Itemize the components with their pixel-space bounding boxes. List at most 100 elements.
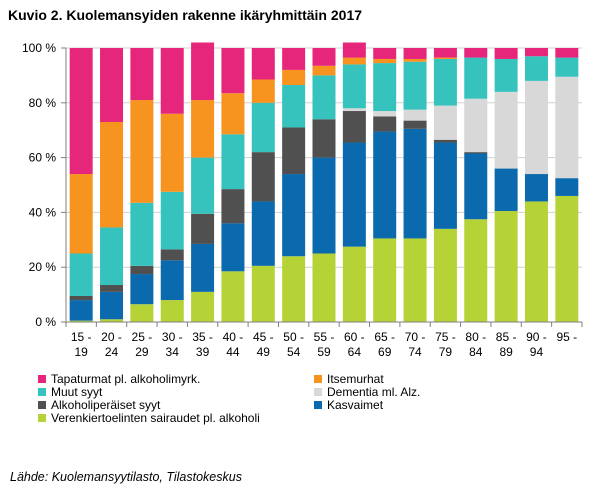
bar-segment-dementia-ml-alz <box>524 80 548 175</box>
bar-segment-tapaturmat-pl-alkoholimyrk <box>191 42 215 101</box>
x-tick-label: 50 -54 <box>283 330 304 359</box>
legend-label: Alkoholiperäiset syyt <box>51 398 161 412</box>
bar-segment-itsemurhat <box>433 57 457 59</box>
legend-label: Muut syyt <box>51 385 103 399</box>
bar-segment-alkoholiperäiset-syyt <box>342 111 366 143</box>
y-tick-label: 20 % <box>29 260 57 274</box>
x-tick-label: 20 -24 <box>101 330 122 359</box>
bar-segment-verenkiertoelinten-sairaudet-pl-alkoholi <box>373 238 397 322</box>
x-tick-label: 95 - <box>556 330 577 344</box>
bar-segment-alkoholiperäiset-syyt <box>433 139 457 143</box>
bar-segment-muut-syyt <box>403 61 427 110</box>
bar-segment-kasvaimet <box>69 300 93 321</box>
legend-swatch-muut-syyt <box>38 388 46 396</box>
bar-segment-verenkiertoelinten-sairaudet-pl-alkoholi <box>433 228 457 322</box>
legend-swatch-tapaturmat <box>38 375 46 383</box>
bar-segment-verenkiertoelinten-sairaudet-pl-alkoholi <box>403 238 427 322</box>
bar-segment-tapaturmat-pl-alkoholimyrk <box>342 42 366 58</box>
bar-segment-muut-syyt <box>524 56 548 81</box>
bar-segment-dementia-ml-alz <box>555 76 579 179</box>
x-tick-label: 85 -89 <box>496 330 517 359</box>
bar-segment-itsemurhat <box>221 93 245 135</box>
bar-segment-kasvaimet <box>494 168 518 212</box>
bar-segment-muut-syyt <box>251 102 275 153</box>
bar-segment-muut-syyt <box>69 253 93 296</box>
bar-segment-itsemurhat <box>251 79 275 103</box>
bar-segment-itsemurhat <box>403 58 427 62</box>
bar-segment-itsemurhat <box>342 57 366 65</box>
y-tick-label: 0 % <box>35 315 56 329</box>
bar-segment-dementia-ml-alz <box>433 105 457 140</box>
bar-segment-alkoholiperäiset-syyt <box>282 127 306 175</box>
legend-swatch-verenkiertoelinten <box>38 414 46 422</box>
legend-label: Tapaturmat pl. alkoholimyrk. <box>51 372 201 386</box>
bar-segment-kasvaimet <box>160 260 184 301</box>
bar-segment-tapaturmat-pl-alkoholimyrk <box>403 48 427 59</box>
stacked-bar-chart: 0 % 20 % 40 % 60 % 80 % 100 % 15 -19 20 -24 25 … <box>22 41 583 359</box>
x-tick-label: 40 -44 <box>223 330 244 359</box>
bar-segment-alkoholiperäiset-syyt <box>221 189 245 224</box>
x-tick-label: 65 -69 <box>374 330 395 359</box>
bar-segment-alkoholiperäiset-syyt <box>312 119 336 158</box>
bar-segment-kasvaimet <box>555 178 579 196</box>
legend-item-itsemurhat: Itsemurhat <box>314 373 384 386</box>
bar-segment-alkoholiperäiset-syyt <box>464 152 488 154</box>
x-tick-label: 80 -84 <box>465 330 486 359</box>
bar-segment-tapaturmat-pl-alkoholimyrk <box>251 48 275 80</box>
bar-segment-alkoholiperäiset-syyt <box>251 152 275 202</box>
bar-segment-tapaturmat-pl-alkoholimyrk <box>373 48 397 59</box>
bar-segment-muut-syyt <box>494 58 518 92</box>
bar-segment-tapaturmat-pl-alkoholimyrk <box>524 48 548 57</box>
legend-item-tapaturmat: Tapaturmat pl. alkoholimyrk. <box>38 373 200 386</box>
bar-segment-muut-syyt <box>282 84 306 128</box>
bar-segment-itsemurhat <box>312 65 336 76</box>
bar-segment-verenkiertoelinten-sairaudet-pl-alkoholi <box>282 256 306 322</box>
legend-item-muut-syyt: Muut syyt <box>38 386 102 399</box>
bar-segment-verenkiertoelinten-sairaudet-pl-alkoholi <box>221 271 245 322</box>
bar-segment-kasvaimet <box>464 153 488 220</box>
y-tick-label: 100 % <box>22 41 56 55</box>
y-tick-labels: 0 % 20 % 40 % 60 % 80 % 100 % <box>22 41 56 329</box>
bar-segment-verenkiertoelinten-sairaudet-pl-alkoholi <box>464 219 488 322</box>
y-tick-label: 40 % <box>29 205 57 219</box>
bar-segment-dementia-ml-alz <box>494 91 518 169</box>
bar-segment-verenkiertoelinten-sairaudet-pl-alkoholi <box>191 291 215 322</box>
source-note: Lähde: Kuolemansyytilasto, Tilastokeskus <box>10 470 242 484</box>
legend: Tapaturmat pl. alkoholimyrk. Itsemurhat … <box>38 373 518 439</box>
bar-segment-alkoholiperäiset-syyt <box>100 285 124 292</box>
bar-segment-dementia-ml-alz <box>464 98 488 153</box>
bar-segment-tapaturmat-pl-alkoholimyrk <box>160 48 184 114</box>
axes <box>61 47 583 327</box>
bar-segment-kasvaimet <box>403 128 427 239</box>
bar-segment-alkoholiperäiset-syyt <box>191 213 215 244</box>
bar-segment-verenkiertoelinten-sairaudet-pl-alkoholi <box>160 300 184 322</box>
bar-segment-dementia-ml-alz <box>373 111 397 117</box>
legend-swatch-kasvaimet <box>314 401 322 409</box>
bar-segment-verenkiertoelinten-sairaudet-pl-alkoholi <box>555 195 579 322</box>
x-tick-label: 90 -94 <box>526 330 547 359</box>
bar-segment-tapaturmat-pl-alkoholimyrk <box>282 48 306 70</box>
bar-segment-kasvaimet <box>373 131 397 239</box>
x-tick-label: 35 -39 <box>192 330 213 359</box>
x-tick-label: 55 -59 <box>314 330 335 359</box>
bar-segment-muut-syyt <box>433 58 457 106</box>
legend-item-kasvaimet: Kasvaimet <box>314 399 383 412</box>
bar-segment-itsemurhat <box>69 174 93 254</box>
bar-segment-alkoholiperäiset-syyt <box>160 249 184 261</box>
bar-segment-alkoholiperäiset-syyt <box>403 120 427 129</box>
legend-item-dementia: Dementia ml. Alz. <box>314 386 420 399</box>
bar-segment-tapaturmat-pl-alkoholimyrk <box>221 48 245 94</box>
bar-segment-tapaturmat-pl-alkoholimyrk <box>555 48 579 58</box>
bar-segment-muut-syyt <box>342 64 366 109</box>
y-tick-label: 60 % <box>29 151 57 165</box>
bar-segment-tapaturmat-pl-alkoholimyrk <box>130 48 154 101</box>
bar-segment-itsemurhat <box>100 121 124 228</box>
bar-segment-alkoholiperäiset-syyt <box>130 265 154 275</box>
bar-segment-muut-syyt <box>100 227 124 286</box>
bar-segment-tapaturmat-pl-alkoholimyrk <box>494 48 518 59</box>
bar-segment-dementia-ml-alz <box>342 108 366 112</box>
x-tick-label: 30 -34 <box>162 330 183 359</box>
bar-segment-alkoholiperäiset-syyt <box>69 295 93 301</box>
bar-segment-itsemurhat <box>191 100 215 158</box>
bar-segment-alkoholiperäiset-syyt <box>373 116 397 132</box>
